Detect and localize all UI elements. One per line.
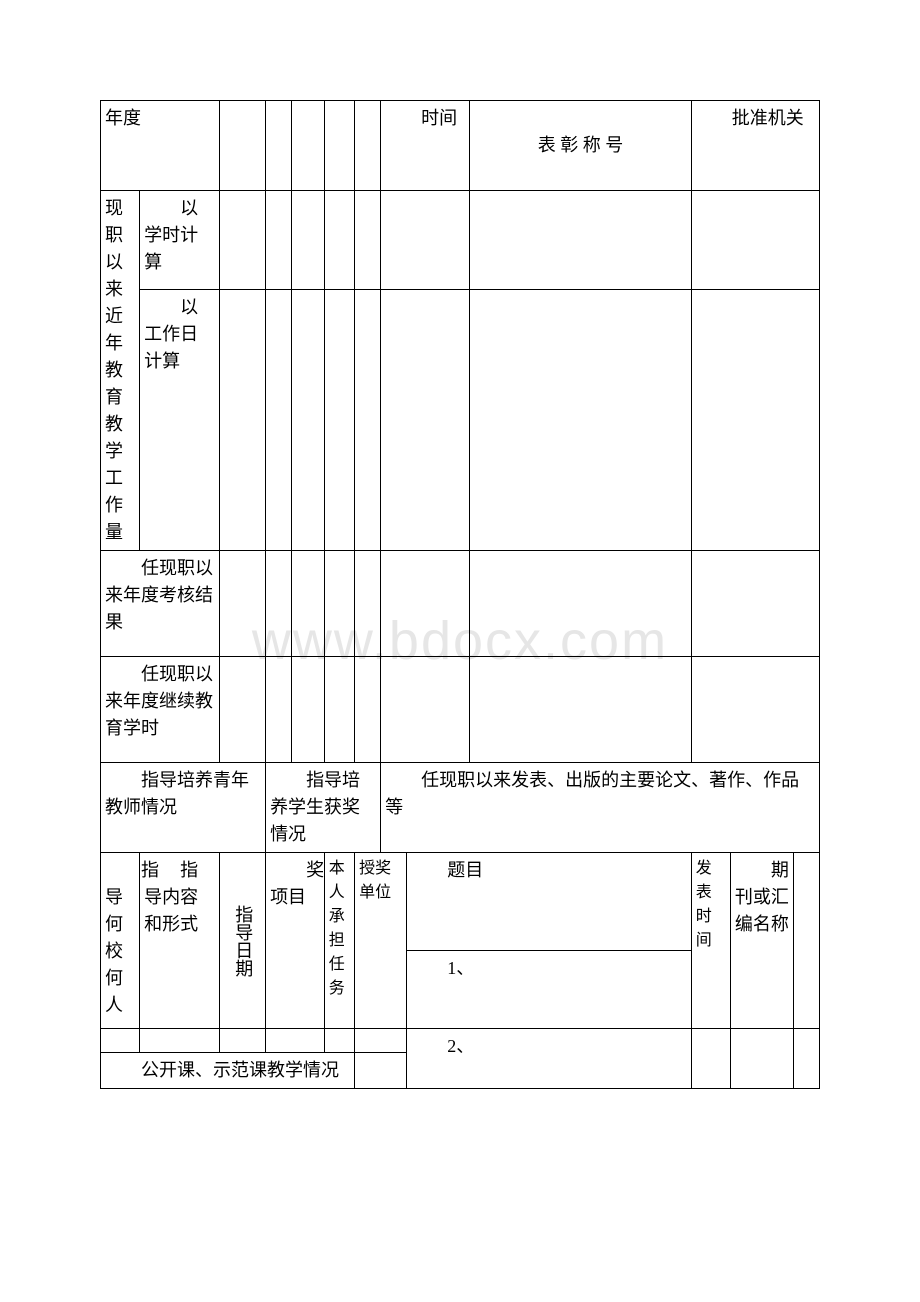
cell-blank (324, 551, 354, 657)
cell-blank (355, 191, 381, 290)
cell-blank (793, 853, 819, 1029)
cell-honor: 表 彰 称 号 (470, 101, 692, 191)
cell-blank (266, 289, 292, 550)
cell-blank (381, 191, 470, 290)
cell-blank (101, 1029, 140, 1053)
cell-blank (220, 551, 266, 657)
cell-year: 年度 (101, 101, 220, 191)
cell-blank (355, 289, 381, 550)
cell-workload-label: 现职以来近年教育教学工作量 (101, 191, 140, 551)
cell-blank (381, 289, 470, 550)
cell-blank (324, 289, 354, 550)
cell-mentor-period: 指导日期 (220, 853, 266, 1029)
cell-blank (691, 1029, 730, 1089)
cell-task: 本人承担任务 (324, 853, 354, 1029)
cell-item-2: 2、 (407, 1029, 692, 1089)
cell-blank (470, 289, 692, 550)
cell-mentor-who: 指导何校何人 (101, 853, 140, 1029)
cell-blank (266, 657, 292, 763)
cell-blank (691, 551, 819, 657)
cell-mentor-pub: 任现职以来发表、出版的主要论文、著作、作品等 (381, 763, 820, 853)
cell-topic: 题目 (407, 853, 692, 951)
cell-blank (266, 101, 292, 191)
cell-blank (324, 657, 354, 763)
cell-blank (381, 657, 470, 763)
cell-blank (691, 191, 819, 290)
cell-blank (355, 657, 381, 763)
cell-blank (292, 191, 325, 290)
cell-by-days: 以工作日计算 (140, 289, 220, 550)
cell-blank (220, 657, 266, 763)
cell-blank (220, 191, 266, 290)
cell-time: 时间 (381, 101, 470, 191)
cell-blank (691, 289, 819, 550)
cell-blank (220, 289, 266, 550)
cell-blank (355, 101, 381, 191)
cell-blank (324, 101, 354, 191)
cell-item-1: 1、 (407, 951, 692, 1029)
cell-mentor-young: 指导培养青年教师情况 (101, 763, 266, 853)
cell-award-unit: 授奖单位 (355, 853, 407, 1029)
cell-blank (266, 191, 292, 290)
cell-award-item: 奖项目 (266, 853, 325, 1029)
cell-blank (470, 657, 692, 763)
cell-blank (355, 1053, 407, 1089)
cell-by-hours: 以学时计算 (140, 191, 220, 290)
cell-blank (324, 191, 354, 290)
cell-blank (292, 551, 325, 657)
cell-blank (355, 551, 381, 657)
cell-blank (292, 101, 325, 191)
cell-blank (381, 551, 470, 657)
cell-blank (470, 191, 692, 290)
cell-blank (730, 1029, 793, 1089)
cell-cont-edu: 任现职以来年度继续教育学时 (101, 657, 220, 763)
cell-blank (691, 657, 819, 763)
cell-blank (793, 1029, 819, 1089)
cell-open-class: 公开课、示范课教学情况 (101, 1053, 355, 1089)
cell-mentor-award: 指导培养学生获奖情况 (266, 763, 381, 853)
cell-blank (292, 657, 325, 763)
cell-appraisal: 任现职以来年度考核结果 (101, 551, 220, 657)
cell-blank (355, 1029, 407, 1053)
cell-pub-time: 发表时间 (691, 853, 730, 1029)
cell-approver: 批准机关 (691, 101, 819, 191)
cell-blank (292, 289, 325, 550)
cell-blank (266, 551, 292, 657)
cell-journal: 期刊或汇编名称 (730, 853, 793, 1029)
cell-blank (140, 1029, 220, 1053)
cell-blank (220, 1029, 266, 1053)
cell-blank (266, 1029, 325, 1053)
cell-blank (220, 101, 266, 191)
main-table: 年度 时间 表 彰 称 号 批准机关 现职以来近年教育教学工作量 以学时计算 以… (100, 100, 820, 1089)
cell-blank (470, 551, 692, 657)
cell-blank (324, 1029, 354, 1053)
